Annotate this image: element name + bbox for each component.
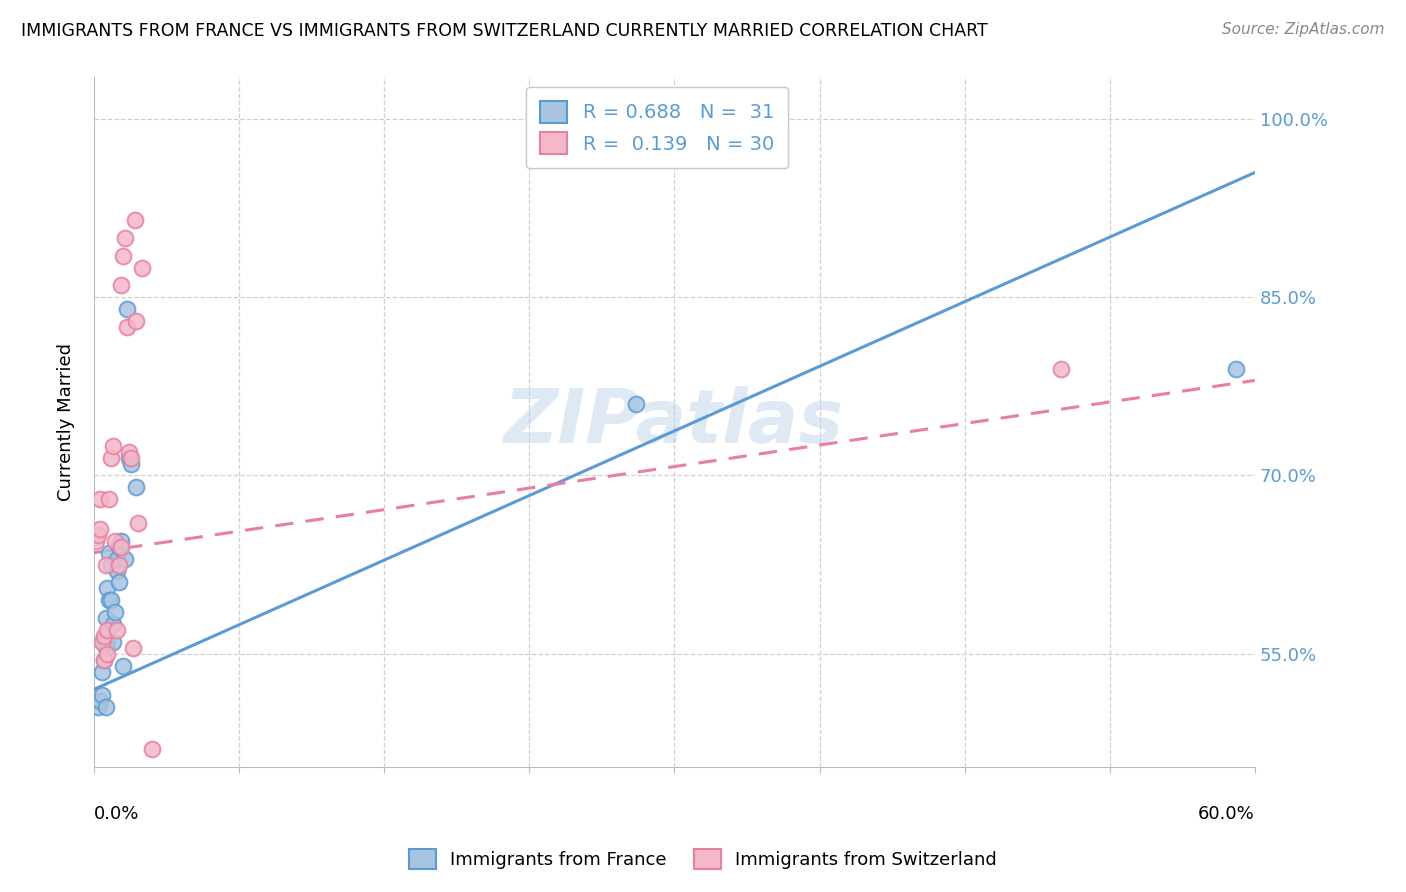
Point [93, 635, 115, 649]
Legend: Immigrants from France, Immigrants from Switzerland: Immigrants from France, Immigrants from … [399, 839, 1007, 879]
Y-axis label: Currently Married: Currently Married [58, 343, 75, 501]
Point [114, 231, 136, 245]
Point [84, 533, 107, 548]
Point [105, 623, 128, 637]
Point [115, 302, 138, 317]
Point [98, 593, 121, 607]
Point [127, 516, 149, 530]
Point [100, 450, 122, 465]
Point [94, 640, 117, 655]
Point [96, 635, 118, 649]
Point [89, 694, 111, 708]
Text: ZIPatlas: ZIPatlas [505, 385, 845, 458]
Point [110, 533, 132, 548]
Point [87, 700, 110, 714]
Point [624, 397, 647, 411]
Point [108, 558, 131, 572]
Point [104, 605, 127, 619]
Point [118, 450, 141, 465]
Point [98, 546, 121, 560]
Point [103, 617, 125, 632]
Point [110, 540, 132, 554]
Legend: R = 0.688   N =  31, R =  0.139   N = 30: R = 0.688 N = 31, R = 0.139 N = 30 [526, 87, 787, 168]
Point [111, 658, 134, 673]
Point [105, 564, 128, 578]
Point [141, 741, 163, 756]
Point [115, 320, 138, 334]
Point [108, 575, 131, 590]
Point [1050, 361, 1073, 376]
Point [93, 653, 115, 667]
Point [90, 688, 112, 702]
Point [96, 623, 118, 637]
Point [87, 528, 110, 542]
Point [89, 492, 111, 507]
Text: 60.0%: 60.0% [1198, 805, 1256, 823]
Point [100, 593, 122, 607]
Point [90, 635, 112, 649]
Point [94, 700, 117, 714]
Point [89, 522, 111, 536]
Point [96, 647, 118, 661]
Point [120, 457, 142, 471]
Point [121, 640, 143, 655]
Point [105, 551, 128, 566]
Point [111, 249, 134, 263]
Point [124, 213, 146, 227]
Point [93, 629, 115, 643]
Point [125, 480, 148, 494]
Point [94, 611, 117, 625]
Point [94, 558, 117, 572]
Text: Source: ZipAtlas.com: Source: ZipAtlas.com [1222, 22, 1385, 37]
Point [103, 439, 125, 453]
Point [120, 450, 142, 465]
Text: 0.0%: 0.0% [94, 805, 139, 823]
Point [1225, 361, 1247, 376]
Point [125, 314, 148, 328]
Point [96, 582, 118, 596]
Point [103, 635, 125, 649]
Point [90, 665, 112, 679]
Point [131, 260, 153, 275]
Point [93, 653, 115, 667]
Point [114, 551, 136, 566]
Point [110, 278, 132, 293]
Point [108, 540, 131, 554]
Point [100, 558, 122, 572]
Point [104, 533, 127, 548]
Point [118, 444, 141, 458]
Text: IMMIGRANTS FROM FRANCE VS IMMIGRANTS FROM SWITZERLAND CURRENTLY MARRIED CORRELAT: IMMIGRANTS FROM FRANCE VS IMMIGRANTS FRO… [21, 22, 988, 40]
Point [98, 492, 121, 507]
